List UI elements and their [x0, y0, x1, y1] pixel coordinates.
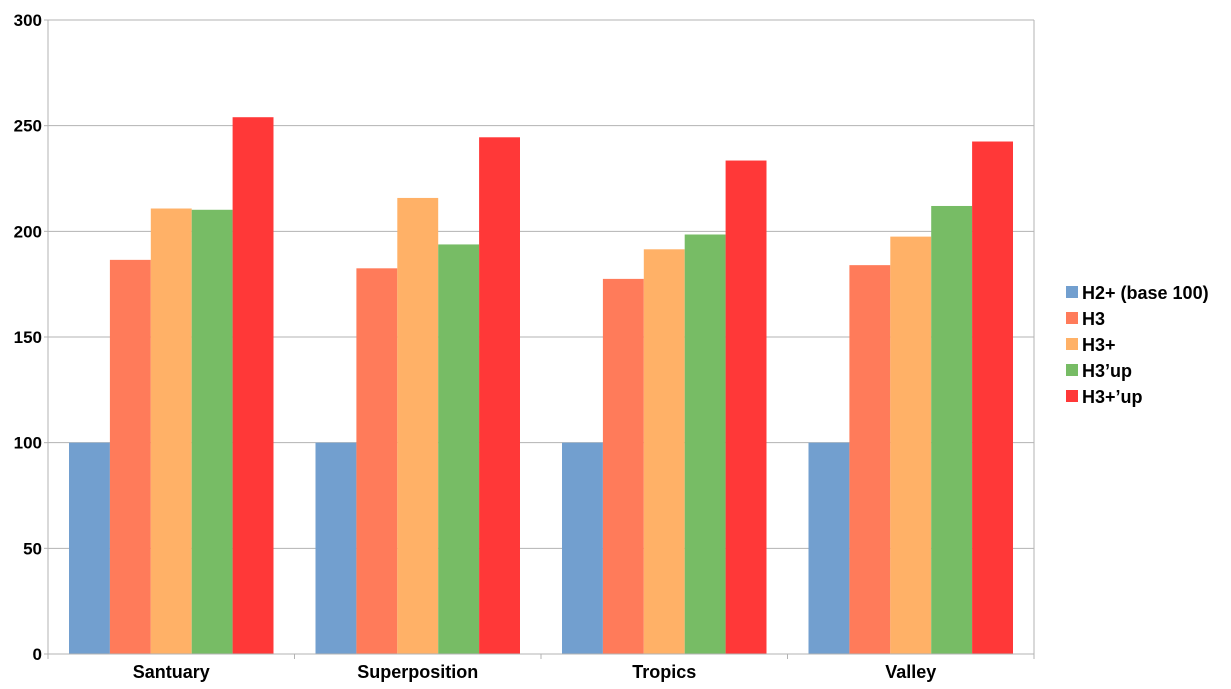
legend-swatch [1066, 390, 1078, 402]
y-tick-label: 100 [14, 434, 42, 453]
bar-0-4 [232, 117, 274, 655]
legend-label: H2+ (base 100) [1082, 283, 1209, 303]
x-tick-labels: Santuary Superposition Tropics Valley [133, 662, 937, 682]
y-tick-label: 150 [14, 328, 42, 347]
bar-0-3 [191, 209, 233, 654]
bar-2-4 [725, 160, 767, 654]
y-tick-labels: 0 50 100 150 200 250 300 [14, 11, 42, 664]
legend-label: H3 [1082, 309, 1105, 329]
axes [44, 19, 1035, 659]
bar-3-4 [972, 141, 1013, 654]
legend-swatch [1066, 312, 1078, 324]
bar-3-0 [808, 442, 850, 654]
legend-swatch [1066, 286, 1078, 298]
bar-0-0 [69, 442, 110, 654]
bar-1-4 [479, 137, 520, 655]
legend-label: H3+ [1082, 335, 1116, 355]
bar-2-1 [602, 278, 644, 654]
x-tick-label: Tropics [632, 662, 696, 682]
bar-0-1 [109, 259, 151, 654]
bar-1-2 [397, 197, 439, 654]
legend-swatch [1066, 364, 1078, 376]
bar-3-1 [849, 265, 891, 654]
bar-1-1 [356, 268, 398, 654]
legend-label: H3+’up [1082, 387, 1143, 407]
x-tick-label: Valley [885, 662, 936, 682]
legend-swatch [1066, 338, 1078, 350]
bar-1-3 [438, 244, 480, 654]
bars [69, 117, 1013, 655]
bar-2-0 [562, 442, 603, 654]
bar-2-3 [684, 234, 726, 654]
x-tick-label: Santuary [133, 662, 210, 682]
y-tick-label: 300 [14, 11, 42, 30]
bar-0-2 [150, 208, 192, 654]
y-tick-label: 200 [14, 222, 42, 241]
y-tick-label: 250 [14, 117, 42, 136]
bar-3-2 [890, 236, 932, 654]
legend-label: H3’up [1082, 361, 1132, 381]
bar-3-3 [931, 205, 973, 654]
x-tick-label: Superposition [357, 662, 478, 682]
y-tick-label: 0 [33, 645, 42, 664]
bar-2-2 [643, 249, 685, 654]
legend: H2+ (base 100) H3 H3+ H3’up H3+’up [1066, 283, 1209, 407]
y-tick-label: 50 [23, 539, 42, 558]
bar-1-0 [315, 442, 357, 654]
